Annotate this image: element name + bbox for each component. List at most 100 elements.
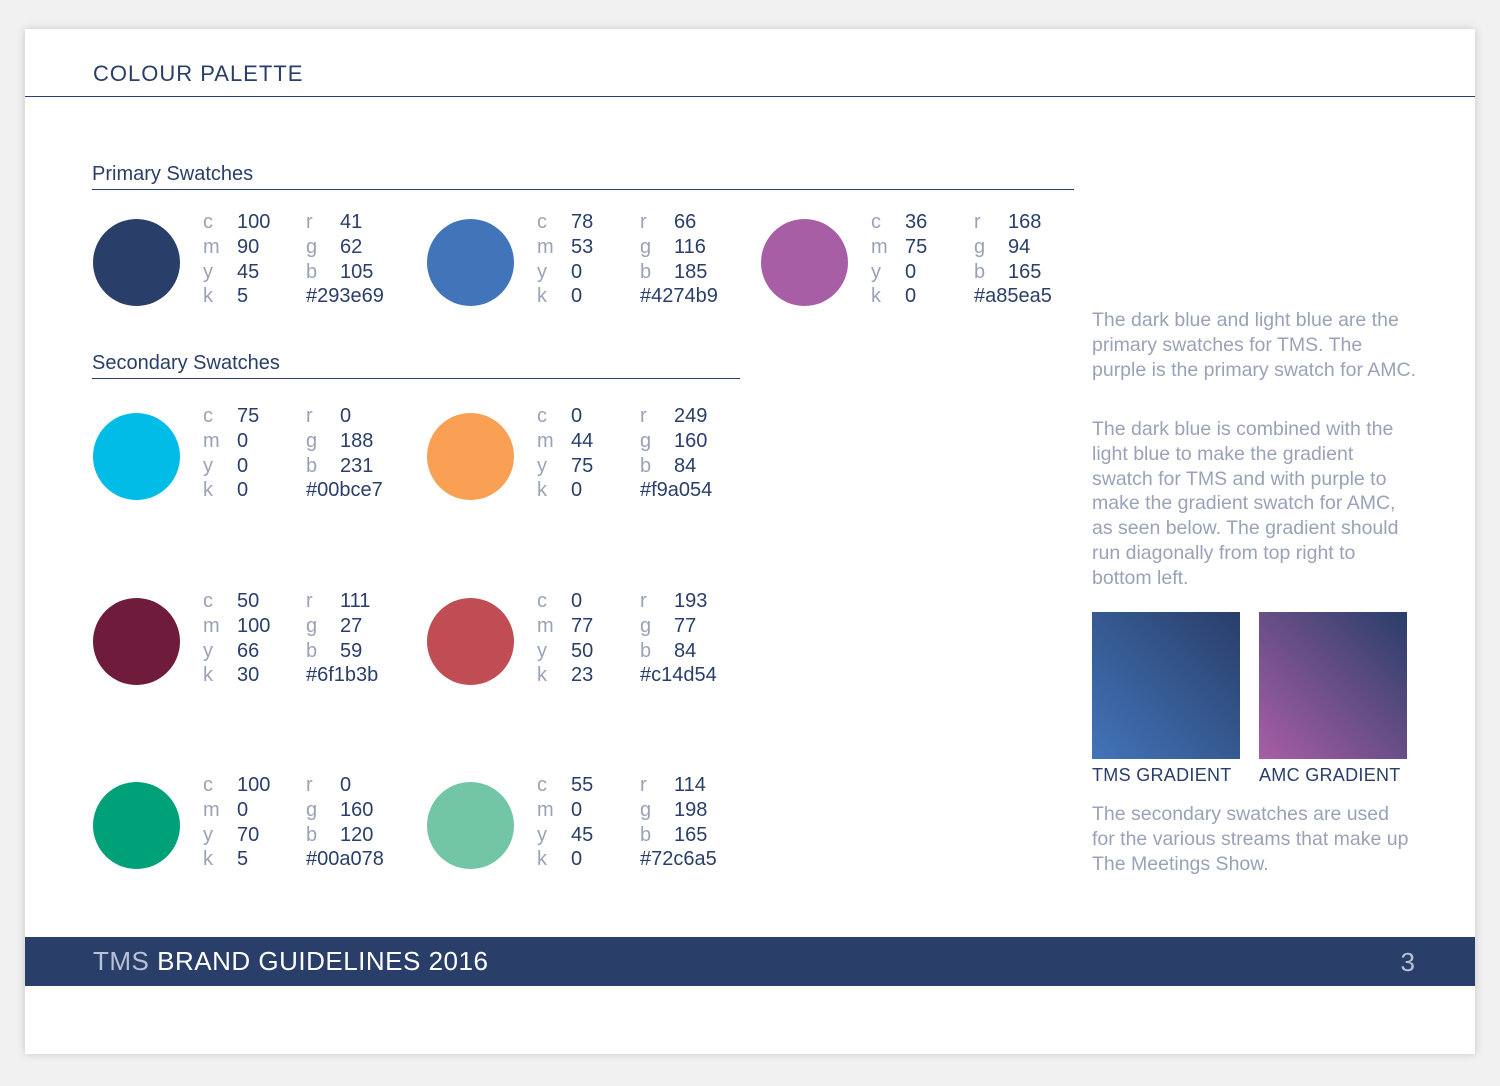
value-label-m: m [203,235,220,258]
rgb-values: r 0 g 188 b 231 #00bce7 [306,404,383,503]
value-label-b: b [306,260,318,283]
rgb-values: r 168 g 94 b 165 #a85ea5 [974,210,1052,309]
value-row-r: r 114 [640,773,717,798]
hex-value: #a85ea5 [974,285,1052,308]
value-label-r: r [640,774,647,796]
value-m: 77 [571,614,594,637]
rgb-values: r 111 g 27 b 59 #6f1b3b [306,589,378,688]
value-row-r: r 111 [306,589,378,614]
value-c: 75 [237,405,260,427]
value-label-y: y [203,639,213,662]
colour-swatch: c 100 m 0 y 70 k 5 r 0 g 160 b 120 #00a078 [93,773,413,873]
value-b: 185 [674,260,708,283]
cmyk-values: c 100 m 0 y 70 k 5 [203,773,270,872]
value-row-m: m 100 [203,614,270,639]
value-label-k: k [203,479,213,502]
value-y: 45 [571,823,594,846]
value-row-y: y 45 [537,823,593,848]
value-label-c: c [203,774,213,796]
value-row-m: m 53 [537,235,593,260]
value-row-r: r 249 [640,404,712,429]
value-r: 114 [674,774,706,796]
swatch-circle [93,782,180,869]
value-row-c: c 75 [203,404,259,429]
value-label-b: b [640,260,652,283]
swatch-circle [93,413,180,500]
value-label-k: k [537,848,547,871]
value-row-b: b 165 [640,823,717,848]
value-k: 23 [571,664,594,687]
rgb-values: r 66 g 116 b 185 #4274b9 [640,210,718,309]
value-label-b: b [640,823,652,846]
value-k: 0 [571,479,583,502]
footer-bar: TMS BRAND GUIDELINES 2016 3 [25,937,1475,986]
value-label-m: m [203,614,220,637]
value-row-c: c 50 [203,589,270,614]
value-r: 168 [1008,211,1042,233]
hex-value: #c14d54 [640,664,717,687]
value-row-r: r 66 [640,210,718,235]
value-label-m: m [537,798,554,821]
swatch-circle [93,598,180,685]
value-row-y: y 66 [203,639,270,664]
value-y: 45 [237,260,260,283]
value-c: 100 [237,211,271,233]
value-r: 41 [340,211,363,233]
value-k: 5 [237,285,249,308]
hex-value: #00a078 [306,848,384,871]
value-label-y: y [537,823,547,846]
value-label-m: m [537,235,554,258]
value-g: 160 [674,429,708,452]
value-c: 0 [571,405,583,427]
value-label-g: g [640,614,652,637]
value-label-m: m [871,235,888,258]
value-label-b: b [640,454,652,477]
value-row-g: g 62 [306,235,384,260]
value-row-c: c 100 [203,210,270,235]
value-label-g: g [640,798,652,821]
value-row-b: b 185 [640,260,718,285]
value-label-k: k [203,285,213,308]
colour-swatch: c 100 m 90 y 45 k 5 r 41 g 62 b 105 #293e69 [93,210,413,310]
cmyk-values: c 0 m 44 y 75 k 0 [537,404,593,503]
value-k: 0 [571,848,583,871]
value-row-m: m 75 [871,235,927,260]
swatch-circle [427,413,514,500]
value-m: 0 [237,798,249,821]
brand-guidelines-page: COLOUR PALETTE Primary Swatches c 100 m 90 y… [25,29,1475,1054]
value-label-c: c [203,405,213,427]
value-b: 105 [340,260,374,283]
value-m: 53 [571,235,594,258]
colour-swatch: c 50 m 100 y 66 k 30 r 111 g 27 b 59 #6f1b3b [93,589,413,689]
value-row-hex: #293e69 [306,284,384,309]
value-b: 231 [340,454,374,477]
page-title: COLOUR PALETTE [93,61,304,86]
value-y: 50 [571,639,594,662]
rgb-values: r 249 g 160 b 84 #f9a054 [640,404,712,503]
value-row-hex: #6f1b3b [306,663,378,688]
value-label-y: y [203,454,213,477]
rgb-values: r 114 g 198 b 165 #72c6a5 [640,773,717,872]
hex-value: #4274b9 [640,285,718,308]
swatch-circle [427,782,514,869]
value-row-r: r 168 [974,210,1052,235]
value-row-g: g 198 [640,798,717,823]
value-k: 5 [237,848,249,871]
value-label-c: c [537,774,547,796]
value-row-c: c 100 [203,773,270,798]
header-divider [25,96,1475,97]
secondary-swatches-heading: Secondary Swatches [92,352,280,374]
primary-swatches-divider [92,189,1074,190]
value-row-g: g 188 [306,429,383,454]
value-b: 59 [340,639,363,662]
